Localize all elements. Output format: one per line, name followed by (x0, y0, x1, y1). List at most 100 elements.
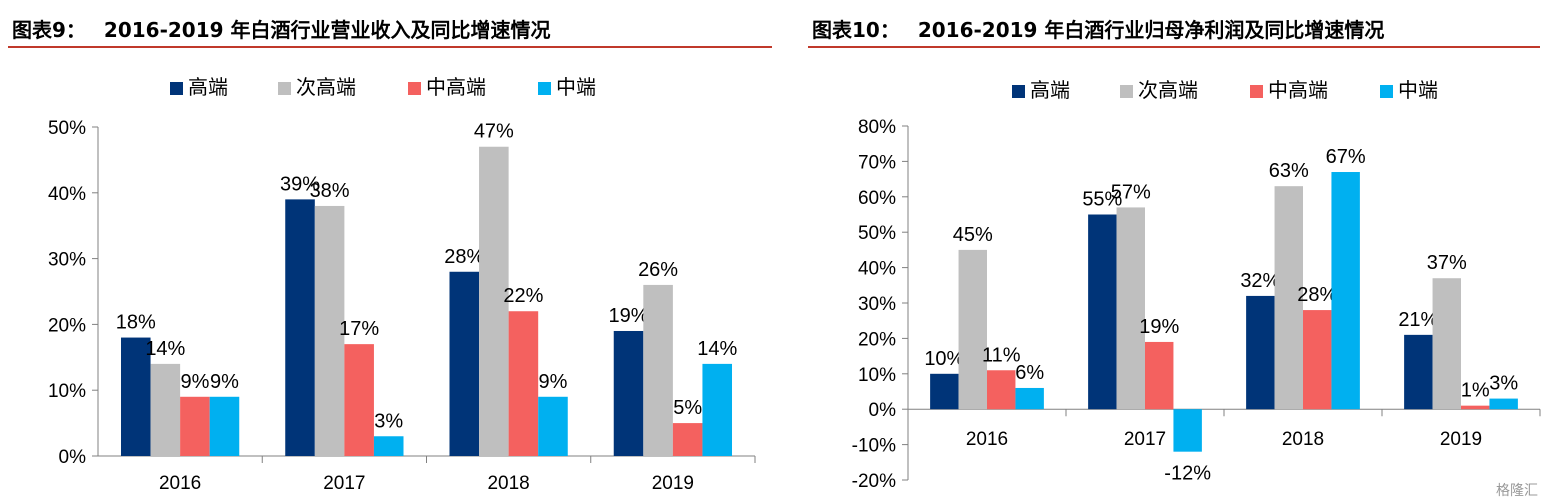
y-tick-label: 10% (858, 365, 896, 386)
bar (613, 330, 644, 456)
bar (1145, 341, 1174, 410)
data-label: 21% (1398, 309, 1438, 331)
legend-label: 高端 (188, 75, 228, 99)
bar (1404, 334, 1433, 410)
y-tick-label: 70% (858, 152, 896, 173)
x-tick-label: 2018 (487, 473, 529, 494)
bar (150, 363, 181, 456)
bar (1461, 405, 1490, 410)
legend-swatch (1380, 85, 1393, 98)
data-label: 32% (1240, 270, 1280, 292)
legend-swatch (1120, 85, 1133, 98)
bar (538, 396, 568, 456)
bar (1489, 398, 1518, 410)
data-label: 6% (1015, 362, 1044, 384)
legend-label: 次高端 (296, 75, 356, 99)
bar (1303, 310, 1332, 410)
bar (1331, 172, 1360, 410)
bar (1246, 295, 1275, 410)
bar (1088, 214, 1117, 410)
legend-label: 中端 (1398, 78, 1438, 102)
legend-label: 中端 (556, 75, 596, 99)
legend-swatch (1012, 85, 1025, 98)
y-tick-label: 50% (48, 118, 86, 139)
bar (987, 370, 1016, 410)
bar (508, 311, 539, 456)
bar (672, 423, 703, 456)
bar (1432, 278, 1461, 410)
y-tick-label: 30% (858, 294, 896, 315)
y-tick-label: -20% (852, 471, 896, 492)
chart-title-text: 2016-2019 年白酒行业营业收入及同比增速情况 (103, 18, 551, 42)
x-tick-label: 2016 (159, 473, 201, 494)
x-tick-label: 2019 (652, 473, 694, 494)
x-tick-label: 2017 (1124, 429, 1166, 450)
data-label: 55% (1082, 189, 1122, 211)
legend-swatch (538, 82, 551, 95)
bar (1015, 387, 1044, 410)
data-label: 1% (1461, 380, 1490, 402)
data-label: 67% (1326, 146, 1366, 168)
bar (643, 284, 673, 456)
bar (373, 436, 404, 456)
data-label: 9% (180, 371, 209, 393)
data-label: 9% (539, 371, 568, 393)
y-tick-label: 80% (858, 117, 896, 138)
data-label: 28% (1297, 284, 1337, 306)
y-tick-label: 50% (858, 223, 896, 244)
data-label: 47% (474, 121, 514, 143)
chart-title: 图表10： 2016-2019 年白酒行业归母净利润及同比增速情况 (812, 14, 1384, 43)
data-label: 14% (145, 338, 185, 360)
bar (314, 205, 345, 456)
legend-swatch (408, 82, 421, 95)
bar (344, 344, 374, 456)
y-tick-label: -10% (852, 436, 896, 457)
data-label: 19% (609, 305, 649, 327)
data-label: 26% (638, 259, 678, 281)
legend-swatch (278, 82, 291, 95)
title-rule (808, 46, 1540, 48)
data-label: 18% (116, 312, 156, 334)
data-label: 22% (503, 285, 543, 307)
legend-label: 中高端 (426, 75, 486, 99)
bar (1274, 186, 1303, 410)
data-label: -12% (1164, 463, 1211, 485)
data-label: 17% (339, 318, 379, 340)
y-tick-label: 0% (869, 400, 897, 421)
bar (120, 337, 151, 456)
data-label: 10% (924, 348, 964, 370)
y-tick-label: 20% (858, 329, 896, 350)
y-tick-label: 30% (48, 250, 86, 271)
y-tick-label: 20% (48, 315, 86, 336)
data-label: 14% (697, 338, 737, 360)
figure-label: 图表9： (12, 18, 86, 42)
x-tick-label: 2017 (323, 473, 365, 494)
chart-title-text: 2016-2019 年白酒行业归母净利润及同比增速情况 (917, 18, 1385, 42)
y-tick-label: 40% (48, 184, 86, 205)
bar (702, 363, 733, 456)
bar (930, 373, 959, 410)
bar (449, 271, 480, 456)
x-tick-label: 2019 (1440, 429, 1482, 450)
title-rule (8, 46, 772, 48)
data-label: 3% (1489, 373, 1518, 395)
legend-label: 次高端 (1138, 78, 1198, 102)
data-label: 57% (1111, 181, 1151, 203)
data-label: 3% (374, 410, 403, 432)
y-tick-label: 0% (59, 447, 87, 468)
data-label: 19% (1139, 316, 1179, 338)
bar-chart: 高端 次高端 中高端 中端 -20% -10% 0% 10% 20% 30% 40% 50% 60% 70… (852, 78, 1541, 492)
chart-panel-right: 图表10： 2016-2019 年白酒行业归母净利润及同比增速情况 高端 次高端 中高… (800, 0, 1548, 504)
legend-swatch (1250, 85, 1263, 98)
bar (958, 249, 987, 410)
data-label: 5% (673, 397, 702, 419)
chart-panel-left: 图表9： 2016-2019 年白酒行业营业收入及同比增速情况 高端 次高端 中高端 中… (8, 18, 772, 494)
bar (209, 396, 240, 456)
x-tick-label: 2018 (1282, 429, 1324, 450)
watermark-text: 格隆汇 (1496, 483, 1538, 499)
bar (1173, 409, 1202, 452)
figure-label: 图表10： (812, 18, 900, 42)
data-label: 9% (210, 371, 239, 393)
data-label: 39% (280, 173, 320, 195)
